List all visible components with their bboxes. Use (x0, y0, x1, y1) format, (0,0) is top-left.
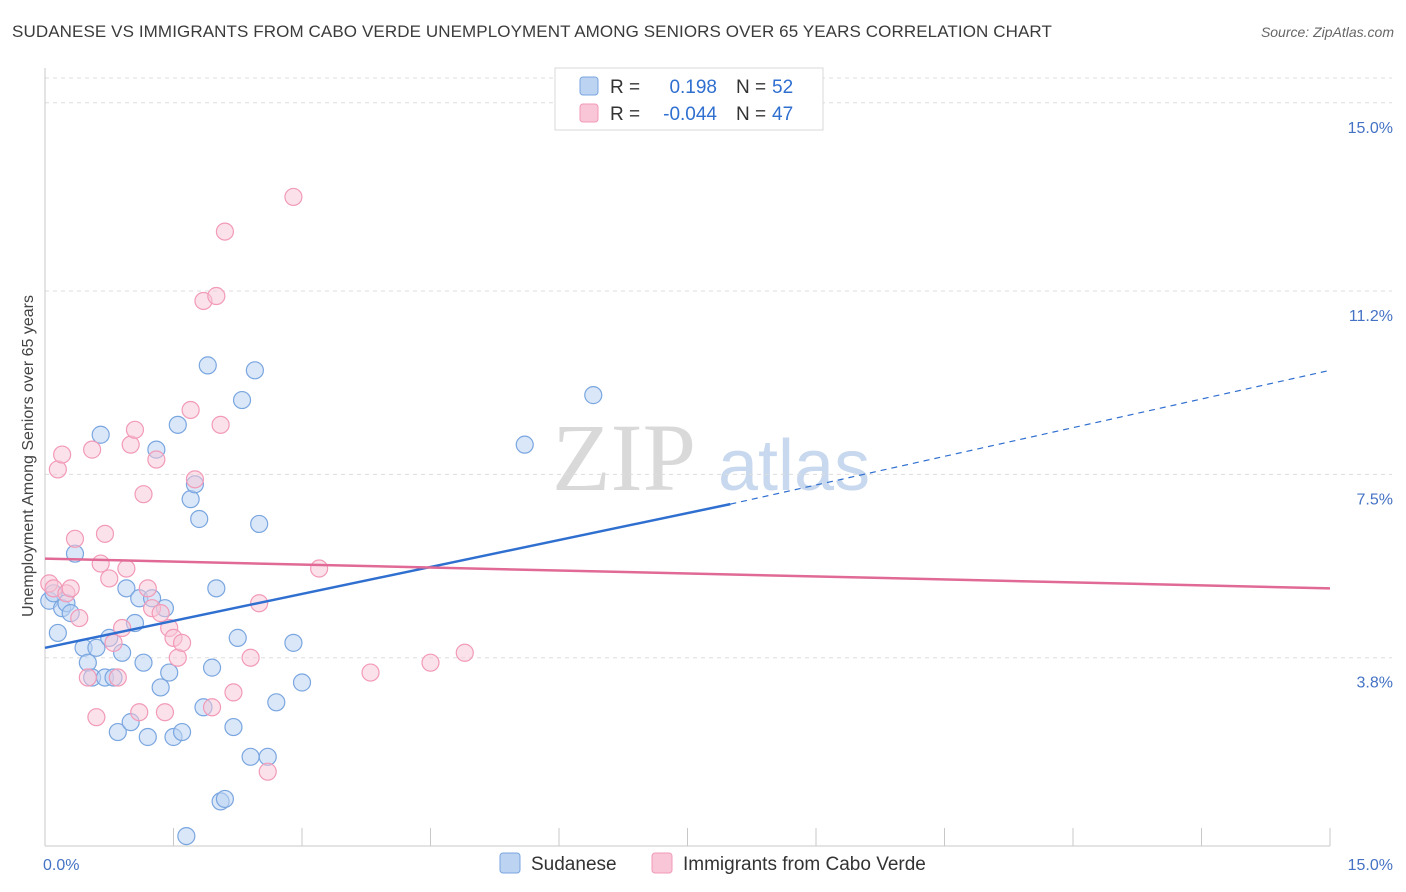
caboverde-point (104, 633, 123, 652)
caboverde-point (455, 643, 474, 662)
sudanese-point (207, 579, 226, 598)
caboverde-point (95, 524, 115, 543)
sudanese-trend-line (44, 502, 731, 650)
sudanese-point (168, 415, 187, 434)
legend-r-label-2: R = (610, 104, 640, 125)
sudanese-point (284, 633, 303, 652)
caboverde-point (100, 569, 119, 588)
legend-n-label-2: N = (736, 104, 766, 125)
legend-r-value-1: 0.198 (669, 77, 717, 98)
sudanese-point (48, 623, 67, 643)
legend-top: R = 0.198 N = 52 R = -0.044 N = 47 (554, 67, 824, 131)
caboverde-point (155, 703, 175, 722)
source-credit: Source: ZipAtlas.com (1260, 24, 1394, 40)
chart-title: SUDANESE VS IMMIGRANTS FROM CABO VERDE U… (12, 22, 1052, 41)
caboverde-point (172, 633, 192, 652)
caboverde-point (258, 762, 277, 781)
sudanese-point (190, 509, 209, 529)
caboverde-point (284, 187, 303, 207)
legend-bottom-label-caboverde: Immigrants from Cabo Verde (683, 854, 926, 875)
legend-r-label-1: R = (610, 77, 640, 98)
caboverde-point (134, 485, 153, 504)
y-tick-label: 15.0% (1348, 120, 1393, 137)
axes (44, 68, 1331, 847)
sudanese-point (91, 425, 110, 444)
legend-bottom: Sudanese Immigrants from Cabo Verde (499, 852, 926, 875)
caboverde-point (361, 663, 380, 682)
sudanese-point (267, 693, 286, 712)
sudanese-point (87, 638, 106, 657)
watermark-zip: ZIP (552, 404, 696, 511)
y-tick-label: 3.8% (1357, 675, 1393, 692)
sudanese-point (215, 789, 234, 809)
legend-n-value-1: 52 (772, 77, 793, 98)
sudanese-point (177, 826, 196, 846)
sudanese-point (228, 628, 247, 647)
caboverde-points (40, 187, 474, 781)
caboverde-point (185, 470, 205, 489)
legend-n-label-1: N = (736, 77, 766, 98)
caboverde-point (130, 703, 149, 722)
caboverde-point (207, 286, 226, 306)
x-tick-label-min: 0.0% (43, 857, 79, 874)
caboverde-point (61, 579, 80, 598)
sudanese-point (515, 435, 534, 454)
caboverde-point (138, 579, 157, 598)
legend-bottom-swatch-caboverde (651, 852, 673, 874)
sudanese-point (292, 673, 312, 692)
caboverde-point (117, 559, 136, 578)
sudanese-point (134, 653, 153, 672)
caboverde-point (202, 698, 222, 717)
trend-lines (44, 369, 1331, 650)
watermark-atlas: atlas (718, 426, 870, 506)
caboverde-point (147, 450, 166, 469)
caboverde-point (215, 222, 234, 241)
legend-bottom-label-sudanese: Sudanese (531, 854, 617, 875)
sudanese-point (151, 678, 170, 697)
caboverde-trend-line (44, 557, 1331, 590)
caboverde-point (87, 708, 106, 727)
sudanese-point (232, 390, 252, 410)
y-axis-title: Unemployment Among Seniors over 65 years (20, 295, 37, 617)
sudanese-point (198, 356, 217, 375)
caboverde-point (83, 440, 102, 459)
caboverde-point (151, 604, 170, 623)
tick-labels: 3.8% 7.5% 11.2% 15.0% 0.0% 15.0% (43, 120, 1393, 874)
sudanese-trend-extension (730, 369, 1331, 505)
caboverde-point (91, 554, 110, 573)
sudanese-point (241, 747, 260, 766)
caboverde-point (108, 668, 127, 687)
caboverde-point (78, 668, 97, 687)
legend-swatch-caboverde (579, 103, 599, 123)
legend-n-value-2: 47 (772, 104, 793, 125)
sudanese-point (138, 727, 157, 747)
legend-swatch-sudanese (579, 76, 599, 96)
caboverde-point (125, 420, 145, 439)
caboverde-point (70, 608, 89, 628)
legend-r-value-2: -0.044 (663, 104, 717, 125)
sudanese-points (40, 356, 603, 846)
caboverde-point (224, 683, 243, 702)
sudanese-point (172, 722, 192, 742)
y-tick-label: 7.5% (1357, 491, 1393, 508)
caboverde-point (181, 400, 200, 420)
sudanese-point (202, 658, 222, 677)
sudanese-point (224, 717, 243, 737)
sudanese-point (117, 579, 136, 598)
x-tick-label-max: 15.0% (1348, 857, 1393, 874)
caboverde-point (310, 559, 329, 578)
caboverde-point (53, 445, 72, 464)
sudanese-point (250, 514, 269, 534)
y-tick-label: 11.2% (1349, 308, 1393, 325)
caboverde-point (211, 415, 230, 434)
caboverde-point (241, 648, 260, 667)
legend-bottom-swatch-sudanese (499, 852, 521, 874)
sudanese-point (245, 361, 264, 380)
sudanese-point (108, 722, 127, 742)
sudanese-point (584, 386, 603, 405)
caboverde-point (421, 653, 440, 672)
sudanese-point (160, 663, 179, 682)
caboverde-point (65, 529, 85, 548)
